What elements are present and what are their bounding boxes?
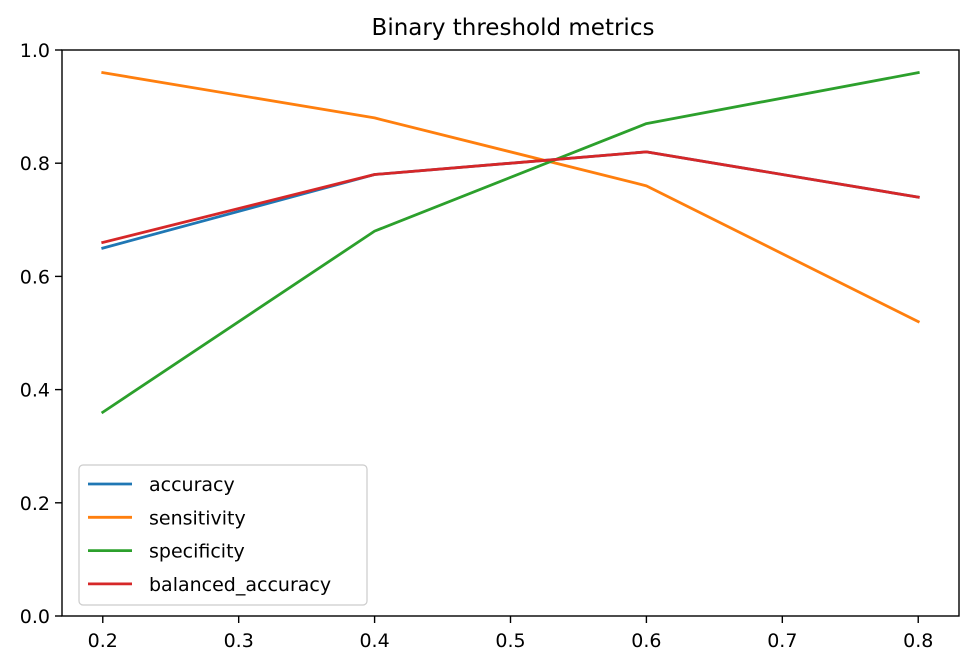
x-tick-label: 0.2: [88, 630, 118, 652]
x-tick-label: 0.4: [359, 630, 389, 652]
legend-label-accuracy: accuracy: [149, 474, 235, 496]
legend-box: [78, 464, 368, 606]
legend-items: accuracy sensitivity specificity balanced_a…: [88, 474, 331, 596]
y-tick-label: 0.6: [20, 266, 50, 288]
series-line-specificity: [100, 71, 920, 415]
x-tick-label: 0.8: [903, 630, 933, 652]
series-line-accuracy: [101, 150, 920, 250]
x-axis: 0.2 0.3 0.4 0.5 0.6 0.7 0.8: [88, 616, 933, 652]
y-tick-label: 0.8: [20, 153, 50, 175]
legend-label-sensitivity: sensitivity: [149, 507, 246, 529]
y-tick-label: 0.0: [20, 606, 50, 628]
x-tick-label: 0.3: [224, 630, 254, 652]
x-tick-label: 0.7: [767, 630, 797, 652]
y-tick-label: 1.0: [20, 40, 50, 62]
y-tick-label: 0.2: [20, 493, 50, 515]
y-tick-label: 0.4: [20, 380, 50, 402]
legend: accuracy sensitivity specificity balanced_a…: [78, 464, 368, 606]
series-line-sensitivity: [101, 71, 921, 324]
x-tick-label: 0.5: [495, 630, 525, 652]
y-axis: 0.0 0.2 0.4 0.6 0.8 1.0: [20, 40, 62, 628]
series-layer: [100, 71, 921, 415]
chart-title: Binary threshold metrics: [372, 15, 655, 41]
legend-label-specificity: specificity: [149, 541, 245, 563]
x-tick-label: 0.6: [631, 630, 661, 652]
series-line-balanced-accuracy: [101, 150, 920, 245]
legend-label-balanced-accuracy: balanced_accuracy: [149, 574, 331, 596]
